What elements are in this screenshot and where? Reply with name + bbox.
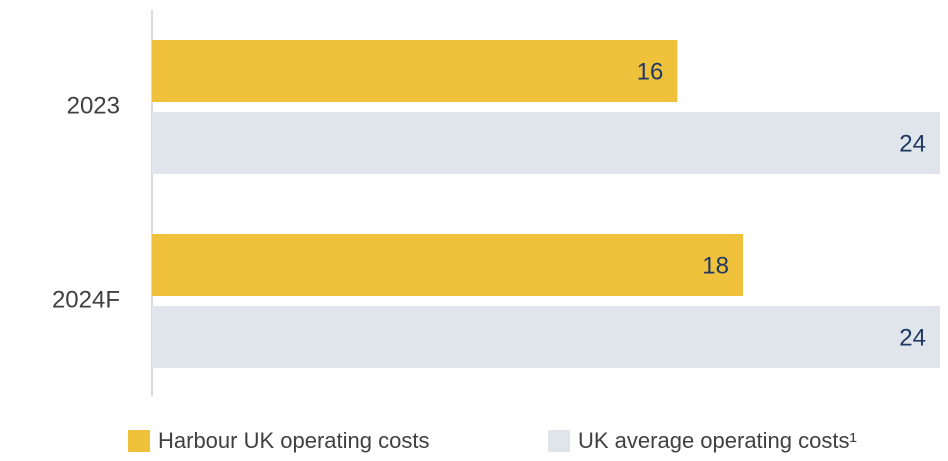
y-tick-label: 2023 (67, 92, 120, 119)
bar (152, 40, 678, 102)
bar (152, 234, 743, 296)
y-tick-label: 2024F (52, 286, 120, 313)
legend-label: Harbour UK operating costs (158, 428, 429, 453)
bar (152, 112, 940, 174)
data-label: 16 (637, 58, 664, 85)
legend-swatch (128, 430, 150, 452)
data-label: 18 (702, 252, 729, 279)
bar (152, 306, 940, 368)
legend-label: UK average operating costs¹ (578, 428, 857, 453)
data-label: 24 (899, 130, 926, 157)
data-label: 24 (899, 324, 926, 351)
legend-swatch (548, 430, 570, 452)
